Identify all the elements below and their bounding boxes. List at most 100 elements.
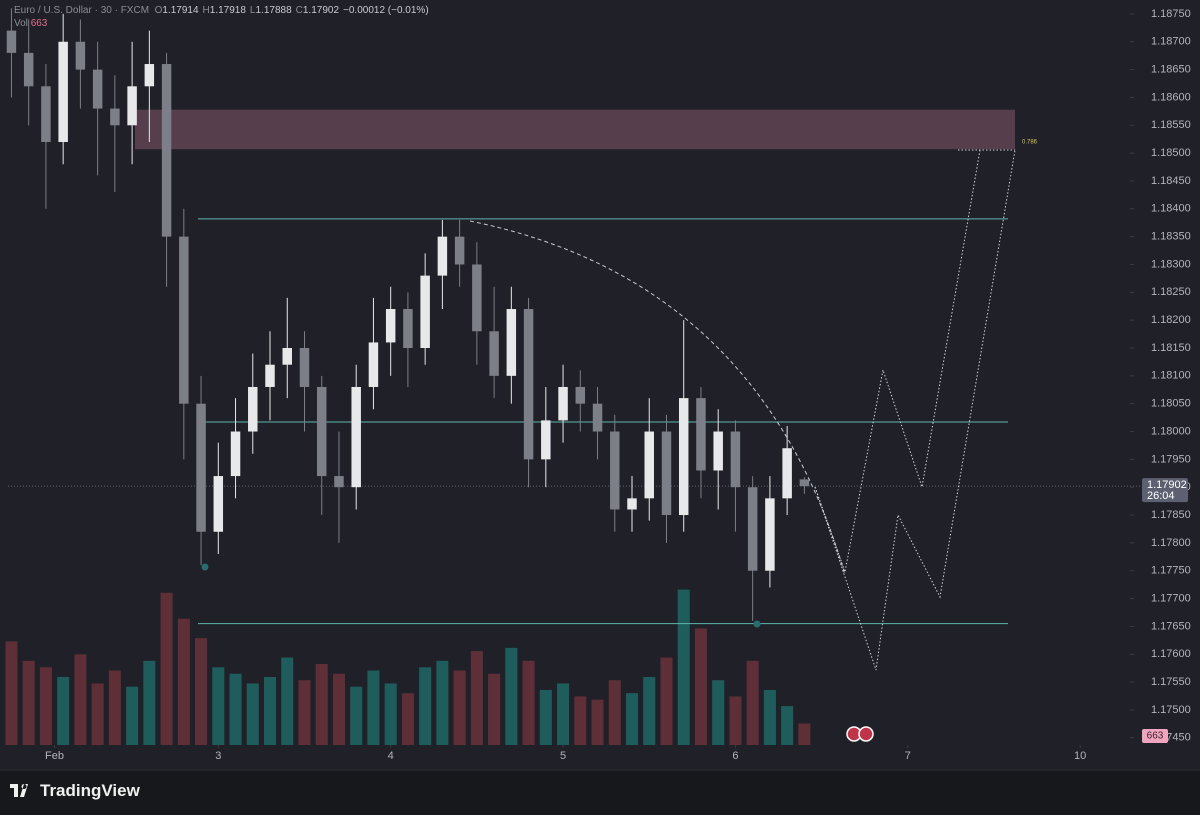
y-tick-label: 1.18400 xyxy=(1151,203,1191,215)
volume-label: Vol xyxy=(14,18,28,29)
ohlc-label: H xyxy=(202,5,210,16)
y-tick-label: 1.18100 xyxy=(1151,370,1191,382)
volume-bar xyxy=(625,693,639,745)
event-icon[interactable] xyxy=(858,726,874,742)
candle-body xyxy=(610,431,620,510)
volume-value: 663 xyxy=(30,18,48,29)
candle-body xyxy=(110,108,120,126)
y-tick-label: 1.18500 xyxy=(1151,147,1191,159)
volume-badge xyxy=(1142,729,1168,743)
fib-label: 0.786 xyxy=(1022,140,1038,146)
candle-body xyxy=(351,386,361,488)
volume-bar xyxy=(436,660,449,745)
volume-bar xyxy=(694,628,707,745)
candle-body xyxy=(506,309,517,376)
y-tick-label: 1.18700 xyxy=(1151,36,1191,48)
x-tick-label: 10 xyxy=(1074,750,1086,762)
candle-body xyxy=(437,236,448,276)
volume-bar xyxy=(712,680,725,745)
volume-bar xyxy=(591,699,604,745)
volume-bar xyxy=(539,689,552,745)
brand-logo xyxy=(10,784,28,797)
ohlc-value: 1.17918 xyxy=(209,5,246,16)
x-tick-label: 4 xyxy=(388,750,394,762)
volume-bar xyxy=(453,670,466,745)
volume-bar xyxy=(574,696,587,745)
y-tick-label: 1.17650 xyxy=(1151,620,1191,632)
ohlc-value: 1.17888 xyxy=(255,5,292,16)
volume-bar xyxy=(350,686,363,745)
volume-bar xyxy=(263,676,277,745)
candle-body xyxy=(523,309,534,460)
ohlc-label: C xyxy=(295,5,303,16)
candle-layer xyxy=(6,8,810,621)
volume-bar xyxy=(608,680,621,745)
y-tick-label: 1.18050 xyxy=(1151,398,1191,410)
y-tick-label: 1.17950 xyxy=(1151,453,1191,465)
projection-drawings: 0.786 xyxy=(201,140,1038,742)
ohlc-value: 1.17914 xyxy=(162,5,199,16)
y-tick-label: 1.18450 xyxy=(1151,175,1191,187)
drawing-layer xyxy=(8,109,1140,625)
y-tick-label: 1.18600 xyxy=(1151,91,1191,103)
volume-bar xyxy=(643,676,656,745)
candle-body xyxy=(678,398,689,516)
volume-bar xyxy=(729,696,742,745)
candle-body xyxy=(213,476,224,532)
y-tick-label: 1.18350 xyxy=(1151,231,1191,243)
candle-body xyxy=(282,348,292,365)
x-tick-label: 5 xyxy=(560,750,566,762)
candle-body xyxy=(23,52,34,87)
volume-bar xyxy=(419,667,432,745)
swing-marker xyxy=(201,563,209,571)
axis-layer: 1.174501.175001.175501.176001.176501.177… xyxy=(0,8,1200,771)
logo-mark xyxy=(10,784,28,797)
volume-bar xyxy=(160,592,173,745)
candle-body xyxy=(713,431,723,471)
y-tick-label: 1.17800 xyxy=(1151,537,1191,549)
volume-bar xyxy=(488,673,501,745)
volume-bar xyxy=(677,589,690,745)
volume-bar xyxy=(22,660,35,745)
candle-body xyxy=(196,403,206,532)
symbol-title: Euro / U.S. Dollar · 30 · FXCM xyxy=(14,5,150,16)
candle-body xyxy=(472,264,482,332)
brand: TradingView xyxy=(40,781,140,800)
x-tick-label: 7 xyxy=(905,750,911,762)
ohlc-label: O xyxy=(154,5,163,16)
volume-bar xyxy=(798,723,811,745)
y-tick-label: 1.18750 xyxy=(1151,8,1191,20)
volume-bar xyxy=(332,673,345,745)
candle-body xyxy=(747,487,758,571)
volume-bar xyxy=(246,683,259,745)
volume-bar xyxy=(39,667,52,745)
volume-bar xyxy=(505,647,518,745)
candle-body xyxy=(127,86,137,126)
candle-body xyxy=(316,386,327,477)
y-tick-label: 1.17750 xyxy=(1151,565,1191,577)
y-tick-label: 1.18550 xyxy=(1151,119,1191,131)
swing-marker xyxy=(753,620,761,628)
last-price-label: 1.17902 xyxy=(1147,479,1187,491)
y-tick-label: 1.18200 xyxy=(1151,314,1191,326)
volume-bar xyxy=(212,667,225,745)
volume-bar xyxy=(229,673,242,745)
volume-bar xyxy=(660,657,673,745)
countdown-label: 26:04 xyxy=(1147,490,1175,502)
candle-body xyxy=(730,431,741,488)
candle-body xyxy=(299,348,310,387)
volume-bar xyxy=(143,660,156,745)
y-tick-label: 1.18250 xyxy=(1151,286,1191,298)
x-tick-label: 3 xyxy=(215,750,221,762)
y-tick-label: 1.17850 xyxy=(1151,509,1191,521)
volume-bar xyxy=(557,683,570,745)
candle-body xyxy=(144,64,155,87)
candle-body xyxy=(454,236,465,265)
candle-body xyxy=(368,342,379,387)
volume-bar xyxy=(763,689,776,745)
volume-bar xyxy=(298,680,311,745)
supply-zone xyxy=(135,109,1015,150)
candle-body xyxy=(420,275,430,349)
